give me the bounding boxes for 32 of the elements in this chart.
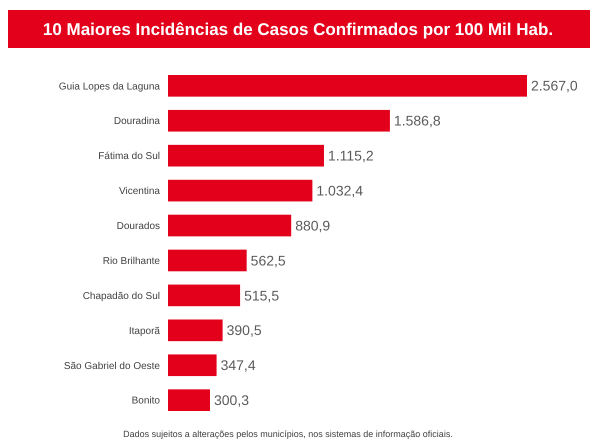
- y-tick-label: Rio Brilhante: [102, 256, 160, 267]
- chart-title: 10 Maiores Incidências de Casos Confirmados por 100 Mil Hab.: [42, 20, 554, 39]
- data-label: 1.586,8: [394, 112, 441, 129]
- bar: [168, 144, 324, 167]
- data-label: 562,5: [250, 252, 286, 268]
- y-tick-label: Douradina: [114, 116, 160, 128]
- bar: [168, 284, 240, 306]
- y-tick-label: Vicentina: [119, 186, 160, 198]
- data-label: 390,5: [226, 322, 262, 338]
- y-tick-label: Fátima do Sul: [98, 151, 160, 162]
- bar: [168, 110, 390, 132]
- bar: [168, 354, 217, 376]
- y-tick-label: Bonito: [132, 396, 160, 407]
- bar: [168, 389, 210, 412]
- data-label: 1.032,4: [316, 182, 364, 199]
- data-label: 1.115,2: [328, 148, 374, 164]
- y-tick-label: Dourados: [116, 221, 160, 232]
- bar: [168, 214, 292, 236]
- y-tick-label: Chapadão do Sul: [82, 290, 160, 302]
- data-label: 300,3: [214, 392, 250, 408]
- data-label: 2.567,0: [531, 78, 578, 94]
- data-label: 515,5: [244, 287, 280, 304]
- y-tick-label: São Gabriel do Oeste: [64, 360, 160, 372]
- bar: [168, 250, 247, 272]
- bar: [168, 319, 223, 342]
- data-label: 347,4: [220, 357, 256, 374]
- y-tick-label: Guia Lopes da Laguna: [58, 81, 160, 92]
- text: Dados sujeitos a alterações pelos municípios, nos sistemas de informação oficiais.: [123, 429, 453, 439]
- y-tick-label: Itaporã: [128, 326, 160, 337]
- bar: [168, 74, 527, 97]
- bar: [168, 180, 312, 202]
- data-label: 880,9: [295, 217, 330, 234]
